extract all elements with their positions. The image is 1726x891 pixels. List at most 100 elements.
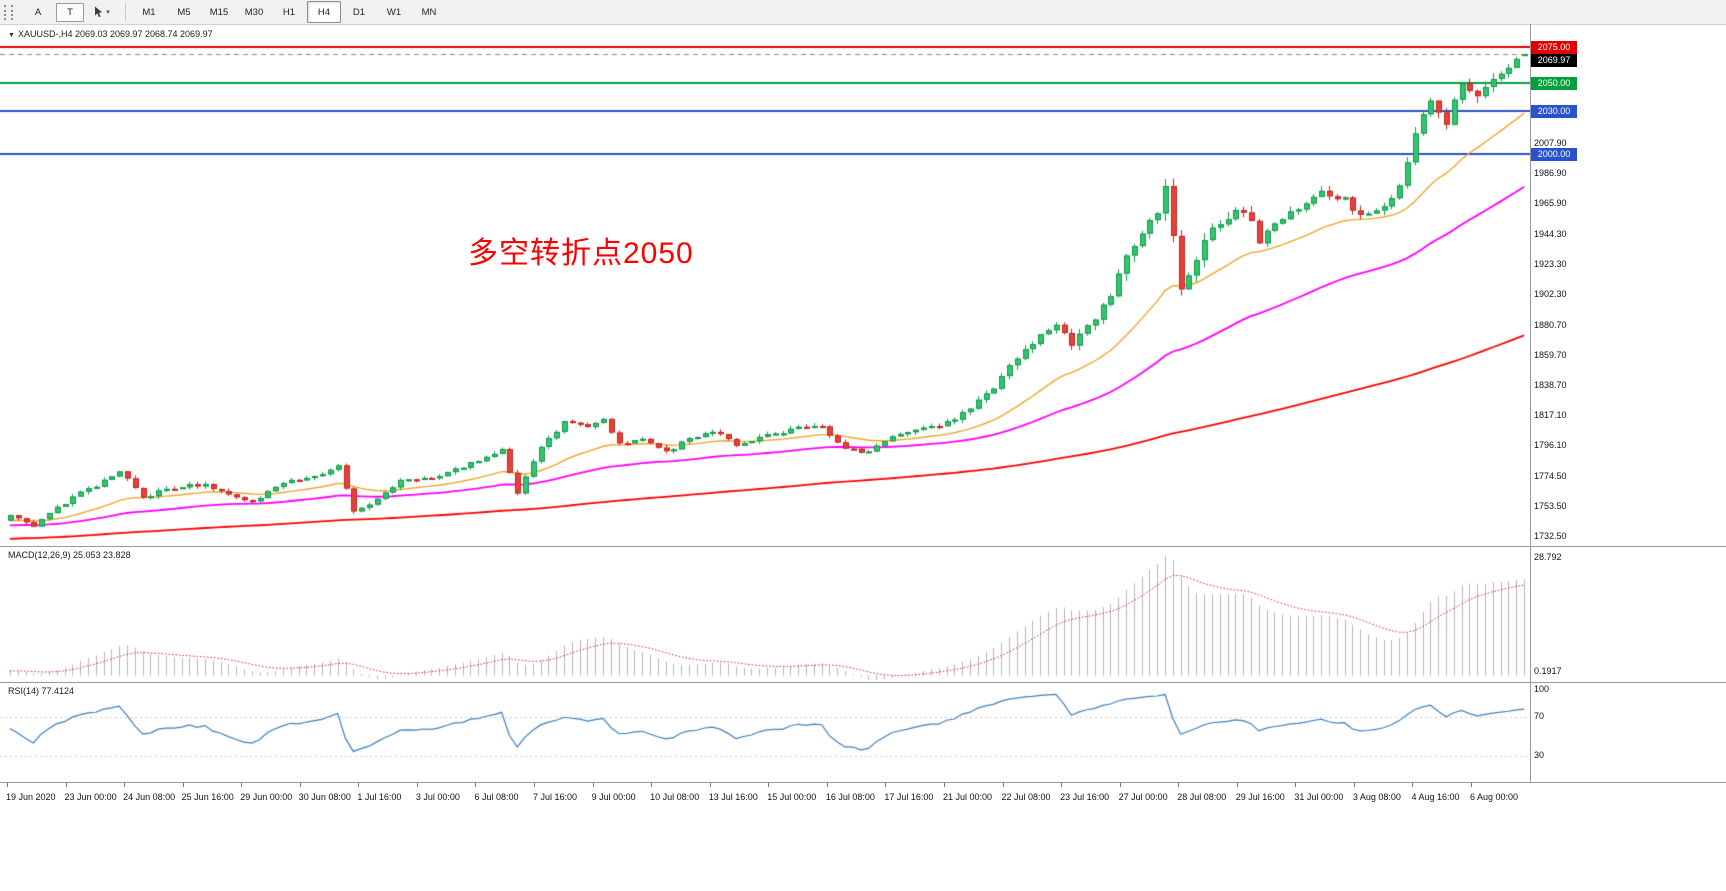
time-axis-tick: [182, 783, 184, 787]
time-axis-label: 6 Aug 00:00: [1470, 792, 1519, 802]
time-axis-tick: [1353, 783, 1355, 787]
cursor-tool-button[interactable]: ▾: [85, 1, 119, 23]
price-scale-separator: [1530, 24, 1531, 782]
time-axis-tick: [299, 783, 301, 787]
time-axis-label: 28 Jul 08:00: [1177, 792, 1227, 802]
toolbar-separator: [125, 3, 126, 21]
timeframe-mn-button[interactable]: MN: [421, 6, 437, 18]
timeframe-m1-button[interactable]: M1: [142, 6, 156, 18]
time-axis-label: 27 Jul 00:00: [1118, 792, 1168, 802]
time-axis[interactable]: 19 Jun 2020 23 Jun 00:00 24 Jun 08:00 25 Ju…: [0, 782, 1726, 808]
price-level-badge: 2000.00: [1531, 148, 1577, 162]
time-axis-label: 17 Jul 16:00: [884, 792, 934, 802]
price-axis-label: 1753.50: [1534, 501, 1567, 512]
time-axis-label: 22 Jul 08:00: [1001, 792, 1051, 802]
rsi-axis-30-label: 30: [1534, 750, 1545, 760]
timeframe-d1-button[interactable]: D1: [352, 6, 366, 18]
time-axis-label: 19 Jun 2020: [6, 792, 56, 802]
current-price-badge: 2069.97: [1531, 54, 1577, 68]
rsi-axis-100-label: 100: [1534, 684, 1550, 694]
time-axis-tick: [241, 783, 243, 787]
timeframe-h4-button[interactable]: H4: [307, 1, 341, 23]
time-axis-label: 7 Jul 16:00: [533, 792, 578, 802]
time-axis-tick: [1295, 783, 1297, 787]
toolbar-grip[interactable]: [4, 4, 13, 20]
price-axis-label: 1774.50: [1534, 471, 1567, 482]
time-axis-label: 3 Jul 00:00: [415, 792, 460, 802]
time-axis-tick: [1471, 783, 1472, 787]
price-axis-label: 1986.90: [1534, 167, 1567, 178]
macd-axis-bottom-label: 0.1917: [1534, 666, 1562, 676]
price-axis-label: 1732.50: [1534, 531, 1567, 542]
time-axis-tick: [534, 783, 536, 787]
timeframe-w1-button[interactable]: W1: [386, 6, 402, 18]
time-axis-tick: [1178, 783, 1180, 787]
time-axis-tick: [651, 783, 653, 787]
price-level-badge: 2030.00: [1531, 105, 1577, 119]
time-axis-label: 29 Jul 16:00: [1235, 792, 1285, 802]
toolbar: A T ▾ M1 M5 M15 M30 H1 H4 D1 W1 MN: [0, 0, 1726, 25]
timeframe-h1-button[interactable]: H1: [282, 6, 296, 18]
time-axis-tick: [358, 783, 360, 787]
time-axis-label: 29 Jun 00:00: [240, 792, 293, 802]
time-axis-separator: [0, 782, 1726, 783]
text-label-tool-button[interactable]: T: [56, 2, 84, 22]
price-axis-label: 2007.90: [1534, 137, 1567, 148]
rsi-panel-separator[interactable]: [0, 682, 1726, 683]
time-axis-tick: [1236, 783, 1238, 787]
time-axis-tick: [65, 783, 67, 787]
price-level-badge: 2050.00: [1531, 76, 1577, 90]
cursor-icon: [95, 6, 103, 18]
rsi-canvas[interactable]: [0, 683, 1530, 782]
time-axis-tick: [592, 783, 594, 787]
time-axis-tick: [709, 783, 711, 787]
timeframe-m5-button[interactable]: M5: [177, 6, 191, 18]
text-tool-button[interactable]: A: [34, 6, 42, 18]
macd-panel-separator[interactable]: [0, 546, 1726, 547]
price-axis-label: 1902.30: [1534, 288, 1567, 299]
symbol-ohlc-header: ▼ XAUUSD-,H4 2069.03 2069.97 2068.74 2069…: [8, 29, 213, 39]
time-axis-label: 3 Aug 08:00: [1352, 792, 1401, 802]
price-level-badge: 2075.00: [1531, 41, 1577, 54]
chart-annotation: 多空转折点2050: [468, 237, 694, 270]
timeframe-m15-button[interactable]: M15: [209, 6, 229, 18]
price-axis-label: 1817.10: [1534, 410, 1567, 421]
time-axis-label: 13 Jul 16:00: [708, 792, 758, 802]
price-axis-label: 1796.10: [1534, 440, 1567, 451]
time-axis-tick: [826, 783, 828, 787]
time-axis-tick: [124, 783, 126, 787]
time-axis-tick: [1119, 783, 1121, 787]
rsi-header: RSI(14) 77.4124: [8, 686, 75, 696]
time-axis-tick: [1412, 783, 1414, 787]
timeframe-toolbar: M1 M5 M15 M30 H1 H4 D1 W1 MN: [132, 1, 446, 23]
time-axis-tick: [943, 783, 945, 787]
time-axis-label: 30 Jun 08:00: [298, 792, 351, 802]
chevron-down-icon: ▾: [106, 9, 110, 16]
time-axis-label: 10 Jul 08:00: [650, 792, 700, 802]
time-axis-label: 23 Jun 00:00: [64, 792, 117, 802]
time-axis-label: 25 Jun 16:00: [181, 792, 234, 802]
time-axis-tick: [768, 783, 770, 787]
time-axis-tick: [7, 783, 8, 787]
symbol-ohlc-text: XAUUSD-,H4 2069.03 2069.97 2068.74 2069.…: [17, 29, 213, 39]
macd-header: MACD(12,26,9) 25.053 23.828: [8, 550, 131, 560]
macd-axis-top-label: 28.792: [1534, 552, 1562, 562]
time-axis-label: 6 Jul 08:00: [474, 792, 519, 802]
time-axis-label: 9 Jul 00:00: [591, 792, 636, 802]
time-axis-label: 24 Jun 08:00: [123, 792, 176, 802]
time-axis-label: 23 Jul 16:00: [1060, 792, 1110, 802]
macd-canvas[interactable]: [0, 547, 1530, 682]
price-axis-label: 1880.70: [1534, 319, 1567, 330]
time-axis-label: 31 Jul 00:00: [1294, 792, 1344, 802]
main-chart-canvas[interactable]: [0, 24, 1530, 546]
price-axis-label: 1965.90: [1534, 197, 1567, 208]
time-axis-label: 21 Jul 00:00: [942, 792, 992, 802]
time-axis-label: 4 Aug 16:00: [1411, 792, 1460, 802]
time-axis-label: 16 Jul 08:00: [825, 792, 875, 802]
rsi-axis-70-label: 70: [1534, 711, 1545, 721]
timeframe-m30-button[interactable]: M30: [244, 6, 264, 18]
price-axis-label: 1838.70: [1534, 379, 1567, 390]
price-axis-label: 1923.30: [1534, 258, 1567, 269]
time-axis-tick: [416, 783, 418, 787]
